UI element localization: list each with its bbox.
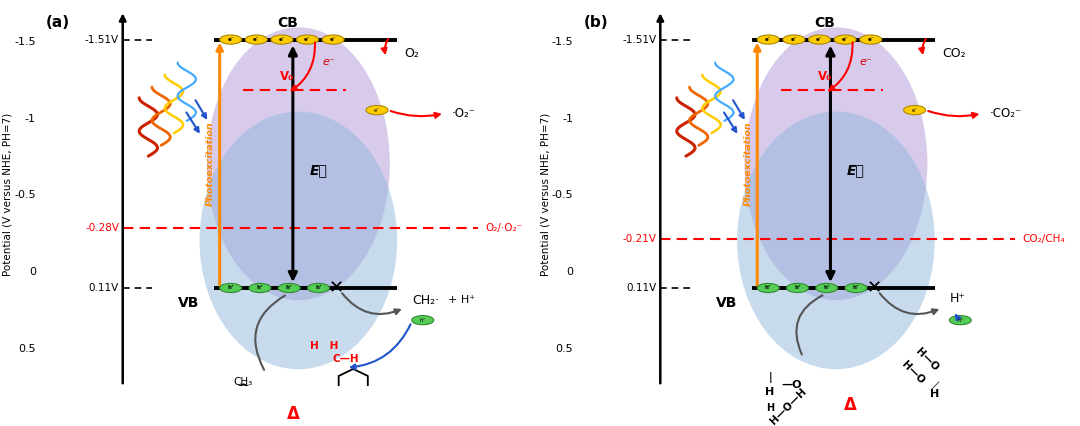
Text: |: | (768, 372, 772, 383)
Circle shape (297, 35, 319, 44)
Text: e⁻: e⁻ (279, 37, 285, 42)
Text: + H⁺: + H⁺ (448, 295, 475, 305)
Text: O₂: O₂ (405, 47, 419, 60)
Ellipse shape (738, 112, 934, 369)
Circle shape (322, 35, 345, 44)
Text: —O: —O (782, 380, 802, 390)
Text: h⁺: h⁺ (957, 318, 963, 322)
Text: h⁺: h⁺ (286, 285, 293, 291)
Text: e⁻: e⁻ (867, 37, 874, 42)
Circle shape (860, 35, 881, 44)
Text: 0.11V: 0.11V (89, 283, 119, 293)
Circle shape (308, 283, 329, 293)
Text: h⁺: h⁺ (227, 285, 234, 291)
Text: -0.28V: -0.28V (85, 223, 119, 233)
Text: CH₂·: CH₂· (411, 294, 438, 307)
Text: H—O: H—O (914, 347, 941, 373)
Text: CB: CB (814, 16, 836, 30)
Circle shape (757, 283, 779, 293)
Text: e⁻: e⁻ (228, 37, 234, 42)
Text: E⁧: E⁧ (309, 163, 327, 177)
Circle shape (845, 283, 867, 293)
Circle shape (411, 316, 434, 325)
Circle shape (271, 35, 293, 44)
Ellipse shape (200, 112, 397, 369)
Text: (a): (a) (45, 15, 70, 30)
Circle shape (366, 106, 388, 115)
Text: e⁻: e⁻ (374, 108, 380, 112)
Text: H—O: H—O (900, 359, 927, 386)
Y-axis label: Potential (V versus NHE, PH=7): Potential (V versus NHE, PH=7) (3, 113, 13, 276)
Text: CO₂: CO₂ (942, 47, 966, 60)
Text: H: H (766, 387, 774, 397)
Text: -0.21V: -0.21V (623, 234, 657, 244)
Text: h⁺: h⁺ (765, 285, 771, 291)
Circle shape (249, 283, 271, 293)
Ellipse shape (744, 27, 928, 300)
Text: e⁻: e⁻ (860, 57, 873, 67)
Text: -1.51V: -1.51V (622, 35, 657, 45)
Text: ✕: ✕ (867, 279, 882, 297)
Text: ·CO₂⁻: ·CO₂⁻ (989, 106, 1022, 120)
Text: h⁺: h⁺ (315, 285, 322, 291)
Text: Δ: Δ (286, 405, 299, 423)
Text: e⁻: e⁻ (253, 37, 259, 42)
Circle shape (786, 283, 809, 293)
Text: h⁺: h⁺ (419, 318, 426, 322)
Circle shape (949, 316, 971, 325)
Text: e⁻: e⁻ (816, 37, 823, 42)
Text: H⁺: H⁺ (949, 292, 966, 305)
Y-axis label: Potential (V versus NHE, PH=7): Potential (V versus NHE, PH=7) (540, 113, 551, 276)
Text: H—O—H: H—O—H (768, 386, 809, 426)
Text: V₀: V₀ (818, 70, 833, 83)
Ellipse shape (207, 27, 390, 300)
Text: CH₃: CH₃ (234, 377, 253, 387)
Circle shape (834, 35, 856, 44)
Text: e⁻: e⁻ (322, 57, 335, 67)
Text: H: H (766, 403, 774, 413)
Circle shape (809, 35, 831, 44)
Text: h⁺: h⁺ (794, 285, 801, 291)
Text: e⁻: e⁻ (841, 37, 849, 42)
Circle shape (757, 35, 779, 44)
Text: |: | (930, 380, 940, 390)
Circle shape (279, 283, 300, 293)
Circle shape (904, 106, 926, 115)
Circle shape (219, 283, 242, 293)
Circle shape (245, 35, 267, 44)
Text: (b): (b) (583, 15, 608, 30)
Text: VB: VB (178, 296, 200, 310)
Text: C—H: C—H (333, 354, 360, 363)
Text: H: H (930, 389, 940, 399)
Text: Δ: Δ (845, 395, 858, 414)
Circle shape (783, 35, 805, 44)
Text: E⁧: E⁧ (847, 163, 865, 177)
Text: V₀: V₀ (280, 70, 295, 83)
Text: e⁻: e⁻ (765, 37, 771, 42)
Text: CO₂/CH₄: CO₂/CH₄ (1023, 234, 1065, 244)
Text: h⁺: h⁺ (257, 285, 264, 291)
Text: e⁻: e⁻ (329, 37, 337, 42)
Text: H   H: H H (310, 341, 338, 351)
Text: O₂/·O₂⁻: O₂/·O₂⁻ (485, 223, 522, 233)
Text: e⁻: e⁻ (305, 37, 311, 42)
Text: 0.11V: 0.11V (626, 283, 657, 293)
Text: e⁻: e⁻ (791, 37, 797, 42)
Text: ✕: ✕ (329, 279, 345, 297)
Text: -1.51V: -1.51V (85, 35, 119, 45)
Text: VB: VB (716, 296, 738, 310)
Text: e⁻: e⁻ (912, 108, 918, 112)
Text: ·O₂⁻: ·O₂⁻ (453, 106, 476, 120)
Circle shape (219, 35, 242, 44)
Text: h⁺: h⁺ (823, 285, 831, 291)
Text: h⁺: h⁺ (853, 285, 860, 291)
Text: Photoexcitation: Photoexcitation (744, 121, 753, 206)
Text: CB: CB (276, 16, 298, 30)
Circle shape (815, 283, 838, 293)
Text: Photoexcitation: Photoexcitation (206, 121, 215, 206)
